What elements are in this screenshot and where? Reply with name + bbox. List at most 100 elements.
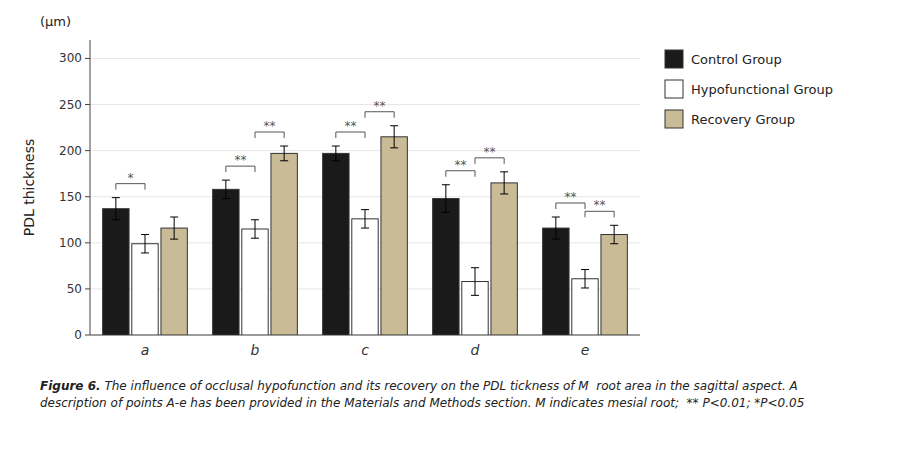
error-cap (141, 234, 149, 235)
error-cap (222, 180, 230, 181)
error-stem (614, 225, 615, 243)
caption-text: The influence of occlusal hypofunction a… (40, 379, 804, 410)
error-cap (112, 197, 120, 198)
y-tick (85, 150, 90, 151)
y-tick-label: 250 (59, 98, 82, 112)
error-stem (145, 235, 146, 253)
error-bar (112, 198, 120, 220)
x-tick-label: d (471, 342, 480, 358)
error-stem (225, 180, 226, 198)
error-cap (552, 239, 560, 240)
caption-label: Figure 6. (40, 379, 101, 393)
error-cap (280, 160, 288, 161)
grid-line (90, 104, 640, 105)
error-bar (610, 225, 618, 243)
error-bar (361, 210, 369, 228)
bar (601, 235, 627, 335)
bar (433, 199, 459, 335)
significance-label: ** (484, 145, 496, 159)
error-stem (394, 126, 395, 148)
y-tick (85, 335, 90, 336)
error-stem (504, 172, 505, 194)
error-cap (581, 287, 589, 288)
error-cap (332, 146, 340, 147)
error-stem (255, 220, 256, 238)
error-cap (390, 147, 398, 148)
error-stem (445, 185, 446, 213)
error-stem (115, 198, 116, 220)
significance-bracket: ** (255, 119, 284, 138)
error-bar (442, 185, 450, 213)
error-cap (500, 193, 508, 194)
legend-swatch (665, 80, 683, 98)
error-cap (280, 146, 288, 147)
error-stem (174, 217, 175, 239)
x-tick-label: c (361, 342, 369, 358)
legend-swatch (665, 50, 683, 68)
y-tick (85, 288, 90, 289)
significance-label: ** (454, 158, 466, 172)
y-unit-label: (μm) (40, 14, 71, 29)
error-cap (251, 219, 259, 220)
significance-label: ** (374, 99, 386, 113)
error-bar (581, 270, 589, 288)
error-stem (284, 146, 285, 161)
y-tick (85, 58, 90, 59)
grid-line (90, 150, 640, 151)
error-cap (361, 209, 369, 210)
error-cap (251, 238, 259, 239)
significance-bracket: * (116, 171, 145, 190)
error-cap (610, 225, 618, 226)
error-bar (141, 235, 149, 253)
y-tick-label: 150 (59, 190, 82, 204)
x-tick-label: e (581, 342, 590, 358)
significance-bracket: ** (365, 99, 394, 118)
error-bar (332, 146, 340, 161)
error-stem (335, 146, 336, 161)
bar (491, 183, 517, 335)
bar (161, 228, 187, 335)
error-cap (112, 219, 120, 220)
y-axis (90, 40, 91, 335)
error-cap (170, 217, 178, 218)
error-bar (280, 146, 288, 161)
significance-label: ** (564, 190, 576, 204)
error-stem (475, 268, 476, 296)
bar (323, 153, 349, 335)
y-tick (85, 104, 90, 105)
error-cap (222, 198, 230, 199)
error-cap (442, 212, 450, 213)
error-cap (471, 267, 479, 268)
error-cap (361, 228, 369, 229)
error-stem (585, 270, 586, 288)
error-bar (390, 126, 398, 148)
bar (132, 244, 158, 335)
bar (213, 189, 239, 335)
significance-bracket: ** (556, 190, 585, 209)
significance-bracket: ** (475, 145, 504, 164)
grid-line (90, 196, 640, 197)
legend: Control GroupHypofunctional GroupRecover… (665, 50, 833, 128)
error-cap (552, 217, 560, 218)
error-bar (552, 217, 560, 239)
error-cap (442, 184, 450, 185)
significance-label: ** (234, 153, 246, 167)
error-bar (170, 217, 178, 239)
x-tick-label: b (251, 342, 260, 358)
error-cap (471, 295, 479, 296)
error-bar (471, 268, 479, 296)
significance-bracket: ** (336, 119, 365, 138)
bar (543, 228, 569, 335)
significance-label: ** (594, 198, 606, 212)
y-axis-label: PDL thickness (21, 139, 37, 237)
bar (271, 153, 297, 335)
significance-label: ** (264, 119, 276, 133)
error-bar (500, 172, 508, 194)
bar (352, 219, 378, 335)
error-bar (251, 220, 259, 238)
error-cap (170, 239, 178, 240)
y-tick-label: 50 (67, 282, 82, 296)
significance-label: ** (344, 119, 356, 133)
bar (242, 229, 268, 335)
error-cap (581, 269, 589, 270)
